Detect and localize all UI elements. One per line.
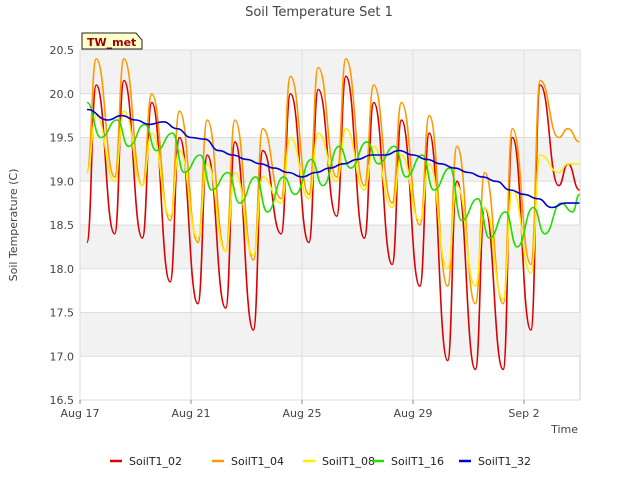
grid-band <box>80 225 580 269</box>
series-line-soilt1_16 <box>86 101 580 248</box>
y-tick-label: 20.0 <box>50 88 75 101</box>
site-label-text: TW_met <box>87 36 136 49</box>
legend-label: SoilT1_04 <box>231 455 284 468</box>
series-line-soilt1_08 <box>86 110 580 301</box>
site-label-box: TW_met <box>81 32 143 50</box>
y-tick-label: 19.5 <box>50 132 75 145</box>
x-tick-label: Aug 17 <box>61 407 100 420</box>
series-lines <box>86 58 580 371</box>
series-line-soilt1_32 <box>86 108 580 209</box>
legend-label: SoilT1_32 <box>478 455 531 468</box>
plot-area <box>79 49 581 401</box>
x-axis-ticks: Aug 17 Aug 21 Aug 25 Aug 29 Sep 2 <box>61 400 540 420</box>
y-axis-label: Soil Temperature (C) <box>7 169 20 282</box>
legend-label: SoilT1_08 <box>322 455 375 468</box>
y-tick-label: 17.0 <box>50 350 75 363</box>
y-tick-label: 19.0 <box>50 175 75 188</box>
y-tick-label: 18.5 <box>50 219 75 232</box>
y-tick-label: 16.5 <box>50 394 75 407</box>
chart-title: Soil Temperature Set 1 <box>245 5 393 20</box>
x-axis-label: Time <box>550 423 578 436</box>
y-tick-label: 20.5 <box>50 44 75 57</box>
grid-band <box>80 50 580 94</box>
x-tick-label: Sep 2 <box>508 407 539 420</box>
series-line-soilt1_02 <box>86 75 580 371</box>
x-tick-label: Aug 29 <box>394 407 433 420</box>
y-tick-label: 17.5 <box>50 307 75 320</box>
y-axis-ticks: 16.5 17.0 17.5 18.0 18.5 19.0 19.5 20.0 20.5 <box>50 44 75 407</box>
legend: SoilT1_02 SoilT1_04 SoilT1_08 SoilT1_16 Soil… <box>110 455 531 468</box>
y-tick-label: 18.0 <box>50 263 75 276</box>
legend-label: SoilT1_16 <box>391 455 444 468</box>
x-tick-label: Aug 25 <box>283 407 322 420</box>
legend-label: SoilT1_02 <box>129 455 182 468</box>
series-line-soilt1_04 <box>86 58 580 305</box>
x-tick-label: Aug 21 <box>172 407 211 420</box>
